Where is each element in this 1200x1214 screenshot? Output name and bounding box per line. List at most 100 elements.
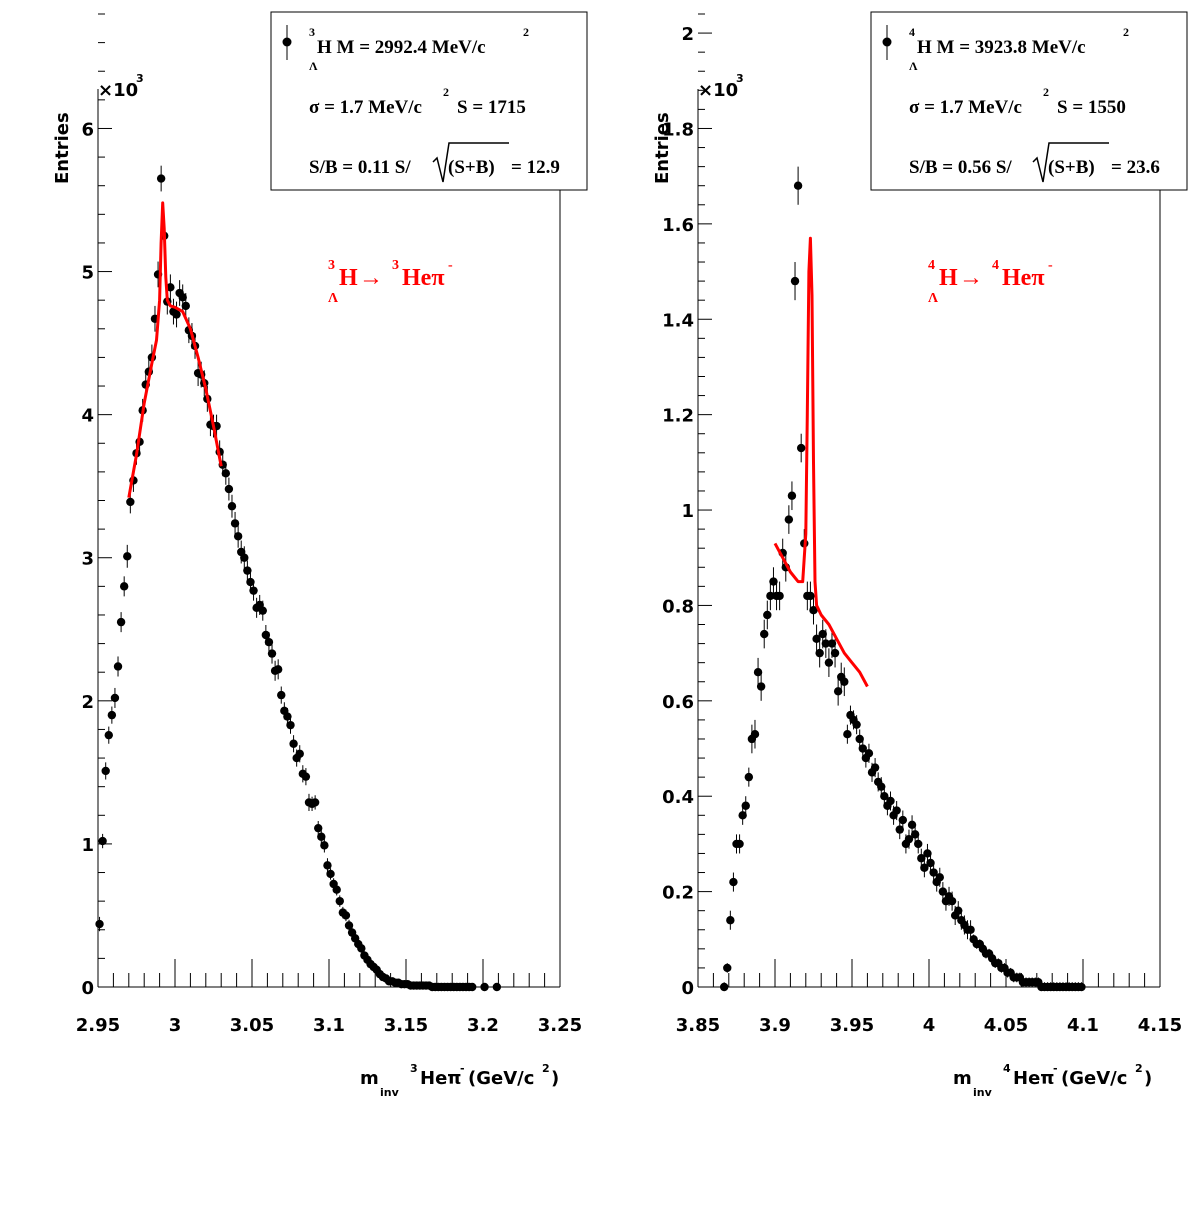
x-axis-title-charge: - xyxy=(1053,1062,1058,1075)
data-point xyxy=(818,629,827,639)
reaction-daughter-nucleus: 3 xyxy=(392,258,399,273)
legend-mass-sup: 2 xyxy=(523,25,529,39)
data-point xyxy=(917,854,926,863)
data-point xyxy=(107,710,117,720)
y-tick-label: 0.6 xyxy=(662,692,694,713)
y-tick-label: 2 xyxy=(81,692,94,713)
legend-root-arg: (S+B) xyxy=(1048,157,1095,178)
reaction-daughter: Heπ xyxy=(1002,265,1044,291)
legend: 3H M = 2992.4 MeV/cΛ 2 σ = 1.7 MeV/c 2 S = 1… xyxy=(270,11,588,191)
data-point xyxy=(812,634,821,644)
data-point xyxy=(123,552,132,561)
legend-nucleus: 4 xyxy=(909,25,915,39)
data-point xyxy=(790,276,800,286)
data-point xyxy=(119,582,129,591)
data-point xyxy=(766,591,775,601)
data-point xyxy=(840,677,849,686)
data-point xyxy=(954,906,963,915)
data-point xyxy=(760,629,769,639)
reaction-lambda: Λ xyxy=(328,291,338,306)
data-point xyxy=(784,515,794,524)
x-tick-label: 2.95 xyxy=(76,1015,120,1036)
data-point xyxy=(181,301,190,311)
data-point xyxy=(833,687,843,696)
data-point xyxy=(101,766,110,776)
x-tick-label: 3.1 xyxy=(313,1015,345,1036)
data-point xyxy=(178,293,187,302)
y-axis-title: Entries xyxy=(652,112,673,184)
data-point xyxy=(892,806,901,815)
x-axis-title-unit-close: ) xyxy=(551,1068,559,1089)
data-point xyxy=(258,606,267,615)
data-point xyxy=(221,469,231,478)
x-axis-title-unit-sup: 2 xyxy=(1135,1062,1143,1075)
data-series xyxy=(95,165,502,992)
legend-marker xyxy=(282,37,292,47)
y-tick-label: 1.4 xyxy=(662,310,694,331)
data-point xyxy=(289,739,298,748)
legend-lambda: Λ xyxy=(309,59,318,73)
reaction-nucleus: 3 xyxy=(328,258,335,273)
data-point xyxy=(870,763,880,772)
data-point xyxy=(815,648,824,658)
y-tick-label: 1 xyxy=(681,501,694,522)
data-point xyxy=(907,820,917,830)
data-point xyxy=(230,519,240,528)
data-point xyxy=(830,648,840,658)
y-tick-label: 0.4 xyxy=(662,787,694,808)
reaction-nucleus: 4 xyxy=(928,258,935,273)
data-point xyxy=(787,491,797,500)
x-tick-label: 4 xyxy=(923,1015,936,1036)
y-tick-label: 0.2 xyxy=(662,883,694,904)
data-point xyxy=(947,896,957,906)
y-tick-label: 1 xyxy=(81,835,94,856)
data-point xyxy=(261,630,271,640)
y-tick-label: 0.8 xyxy=(662,596,694,617)
sqrt-sign xyxy=(432,142,509,183)
data-point xyxy=(314,823,323,833)
data-point xyxy=(264,637,274,647)
data-point xyxy=(920,863,929,872)
x-axis-title-inv: inv xyxy=(380,1086,400,1099)
data-point xyxy=(267,649,277,658)
x-tick-label: 3.85 xyxy=(676,1015,720,1036)
legend-box xyxy=(270,11,588,191)
y-tick-label: 0 xyxy=(681,978,694,999)
data-point xyxy=(480,982,489,992)
reaction-daughter: Heπ xyxy=(402,265,444,291)
data-point xyxy=(332,885,341,894)
x-axis-title-unit-sup: 2 xyxy=(542,1062,550,1075)
data-point xyxy=(116,617,126,627)
y-tick-label: 2 xyxy=(681,24,694,45)
legend-mass: H M = 3923.8 MeV/c xyxy=(917,37,1086,58)
y-tick-label: 4 xyxy=(81,406,94,427)
data-point xyxy=(898,815,908,825)
data-point xyxy=(273,665,283,674)
legend-nucleus: 3 xyxy=(309,25,315,39)
data-point xyxy=(492,982,502,992)
data-point xyxy=(326,869,335,879)
reaction-charge: - xyxy=(1048,258,1053,273)
data-point xyxy=(821,639,831,648)
data-point xyxy=(796,443,806,453)
legend-lambda: Λ xyxy=(909,59,918,73)
x-axis-title-unit: (GeV/c xyxy=(1061,1068,1127,1089)
data-point xyxy=(113,662,123,671)
legend-sb: S/B = 0.56 S/ xyxy=(909,157,1012,178)
legend-significance: = 12.9 xyxy=(511,157,560,178)
data-point xyxy=(240,553,249,562)
x-tick-label: 3.05 xyxy=(230,1015,274,1036)
reaction-arrow: → xyxy=(959,265,983,291)
reaction-parent: H xyxy=(939,265,958,291)
data-point xyxy=(295,749,304,758)
data-point xyxy=(809,606,818,615)
data-point xyxy=(729,877,738,887)
data-point xyxy=(98,836,107,846)
reaction-arrow: → xyxy=(359,265,383,291)
sqrt-sign xyxy=(1032,142,1109,183)
data-point xyxy=(286,720,295,730)
data-point xyxy=(95,919,104,929)
data-point xyxy=(769,577,778,586)
data-point xyxy=(904,834,914,844)
legend-sigma-sup: 2 xyxy=(443,85,449,99)
